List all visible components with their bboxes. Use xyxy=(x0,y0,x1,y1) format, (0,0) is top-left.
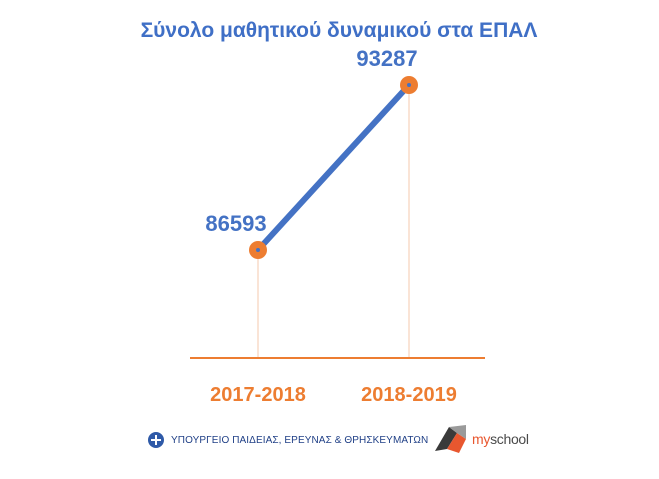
myschool-my: my xyxy=(472,431,491,447)
chart-title: Σύνολο μαθητικού δυναμικού στα ΕΠΑΛ xyxy=(141,19,538,42)
ministry-seal-icon xyxy=(148,432,164,448)
myschool-school: school xyxy=(490,431,529,447)
footer: ΥΠΟΥΡΓΕΙΟ ΠΑΙΔΕΙΑΣ, ΕΡΕΥΝΑΣ & ΘΡΗΣΚΕΥΜΑΤ… xyxy=(0,424,659,460)
myschool-wordmark: myschool xyxy=(472,431,529,447)
data-label: 86593 xyxy=(205,211,266,236)
ministry-name: ΥΠΟΥΡΓΕΙΟ ΠΑΙΔΕΙΑΣ, ΕΡΕΥΝΑΣ & ΘΡΗΣΚΕΥΜΑΤ… xyxy=(171,434,429,446)
data-point-center xyxy=(256,248,260,252)
x-tick-label: 2017-2018 xyxy=(210,384,306,406)
line-chart: Σύνολο μαθητικού δυναμικού στα ΕΠΑΛ 8659… xyxy=(141,19,538,406)
data-point-center xyxy=(407,83,411,87)
series-line xyxy=(255,82,412,253)
myschool-logo-icon xyxy=(435,425,466,453)
plot-area: 86593 93287 2017-2018 2018-2019 xyxy=(190,46,485,406)
data-label: 93287 xyxy=(356,46,417,71)
myschool-logo: myschool xyxy=(433,424,529,454)
ministry-logo: ΥΠΟΥΡΓΕΙΟ ΠΑΙΔΕΙΑΣ, ΕΡΕΥΝΑΣ & ΘΡΗΣΚΕΥΜΑΤ… xyxy=(148,432,428,448)
x-tick-label: 2018-2019 xyxy=(361,384,457,406)
